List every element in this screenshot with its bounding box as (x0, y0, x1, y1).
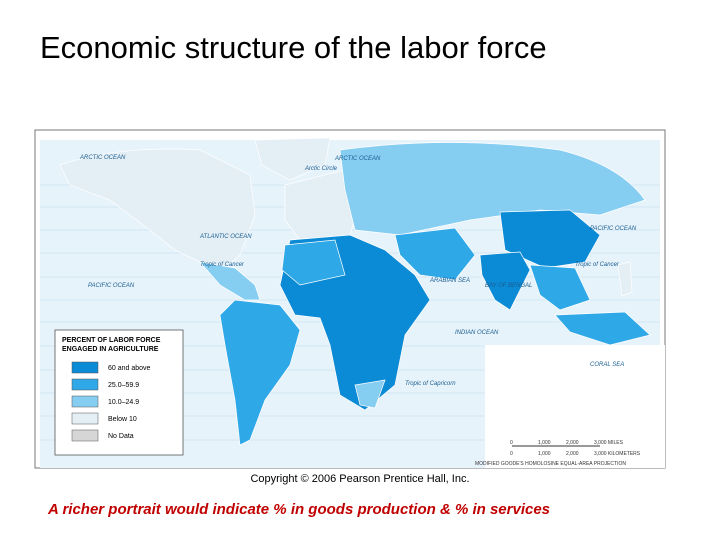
map-label: Tropic of Cancer (575, 262, 620, 268)
map-label: ARABIAN SEA (429, 278, 470, 284)
legend-label: 60 and above (108, 365, 151, 372)
caption: A richer portrait would indicate % in go… (48, 501, 551, 518)
legend-label: 25.0–59.9 (108, 382, 139, 389)
copyright: Copyright © 2006 Pearson Prentice Hall, … (250, 473, 470, 485)
legend-swatch (71, 361, 99, 374)
map-label: CORAL SEA (590, 362, 624, 368)
scale-label: 1,000 (538, 440, 551, 446)
map-label: ARCTIC OCEAN (79, 155, 126, 161)
legend-swatch (71, 412, 99, 425)
map-label: PACIFIC OCEAN (590, 226, 637, 232)
map-label: ATLANTIC OCEAN (199, 234, 252, 240)
land (59, 137, 651, 446)
scale-label: 2,000 (566, 440, 579, 446)
legend-label: No Data (108, 433, 134, 440)
map-label: Tropic of Capricorn (405, 381, 456, 387)
map-label: PACIFIC OCEAN (88, 283, 135, 289)
map-label: BAY OF BENGAL (485, 283, 532, 289)
scale-label: 0 (510, 451, 513, 457)
scale-label: 3,000 KILOMETERS (594, 451, 641, 457)
legend-label: Below 10 (108, 416, 137, 423)
projection-note: MODIFIED GOODE'S HOMOLOSINE EQUAL-AREA P… (475, 461, 626, 467)
legend-swatch (71, 395, 99, 408)
map-label: INDIAN OCEAN (455, 330, 499, 336)
legend-title: PERCENT OF LABOR FORCE (62, 337, 161, 344)
legend-label: 10.0–24.9 (108, 399, 139, 406)
map-label: ARCTIC OCEAN (334, 156, 381, 162)
map-label: Arctic Circle (304, 166, 338, 172)
scale-label: 3,000 MILES (594, 440, 624, 446)
scale-label: 2,000 (566, 451, 579, 457)
inset-blank (485, 345, 665, 468)
map-label: Tropic of Cancer (200, 262, 245, 268)
scale-label: 0 (510, 440, 513, 446)
scale-label: 1,000 (538, 451, 551, 457)
slide-title: Economic structure of the labor force (40, 30, 547, 65)
legend-swatch (71, 378, 99, 391)
legend-title: ENGAGED IN AGRICULTURE (62, 346, 159, 353)
legend-swatch (71, 429, 99, 442)
